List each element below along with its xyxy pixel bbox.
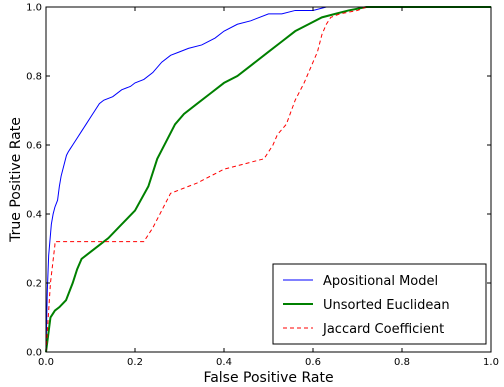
series-layer <box>45 6 491 353</box>
y-tick-label: 0.8 <box>26 72 42 83</box>
x-tick-label: 0.8 <box>394 357 410 368</box>
y-tick-label: 0.2 <box>26 279 42 290</box>
legend: Apositional Model Unsorted Euclidean Jacca… <box>272 263 487 345</box>
x-tick-label: 0.4 <box>216 357 232 368</box>
plot-frame <box>45 6 492 353</box>
y-tick-label: 0.0 <box>26 348 42 359</box>
y-axis-title: True Positive Rate <box>8 117 24 243</box>
x-tick-label: 1.0 <box>483 357 499 368</box>
series-line-3 <box>45 6 491 353</box>
legend-label: Unsorted Euclidean <box>323 298 450 313</box>
x-tick-label: 0.6 <box>305 357 321 368</box>
ticks-layer: 0.0 0.2 0.4 0.6 0.8 1.0 0.0 0.2 0.4 0.6 0.8 1.0 <box>26 3 499 369</box>
legend-label: Jaccard Coefficient <box>322 322 444 337</box>
series-line-2 <box>45 6 491 353</box>
y-tick-label: 0.6 <box>26 141 42 152</box>
legend-label: Apositional Model <box>323 274 438 289</box>
x-axis-title: False Positive Rate <box>203 370 333 386</box>
x-tick-label: 0.2 <box>127 357 143 368</box>
y-tick-label: 1.0 <box>26 3 42 14</box>
y-tick-label: 0.4 <box>26 210 42 221</box>
series-line-1 <box>45 6 358 353</box>
x-tick-label: 0.0 <box>38 357 54 368</box>
